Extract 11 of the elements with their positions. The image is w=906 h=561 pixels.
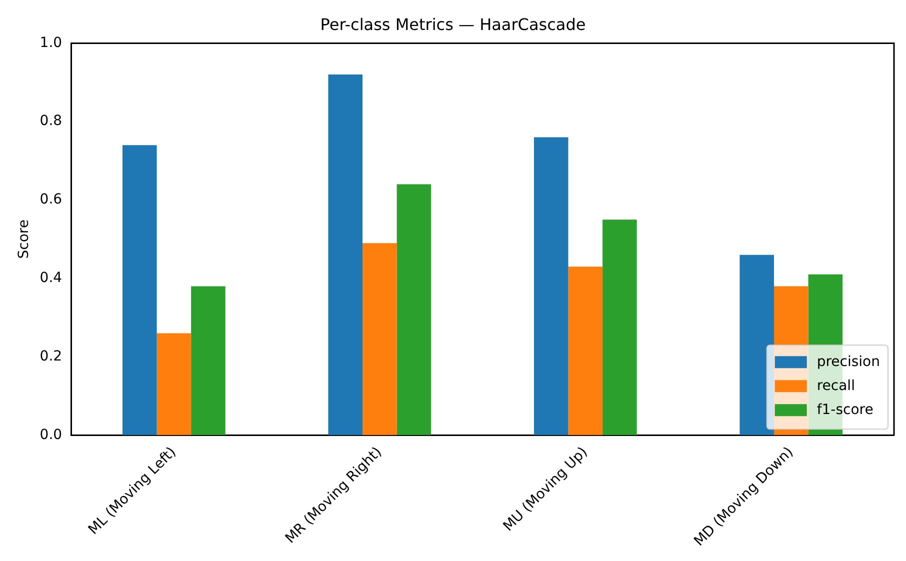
legend-label: f1-score bbox=[816, 402, 874, 418]
y-axis-title: Score bbox=[16, 220, 32, 259]
legend-label: recall bbox=[816, 378, 855, 394]
y-tick-label: 1.0 bbox=[40, 34, 62, 51]
y-tick-label: 0.4 bbox=[40, 270, 62, 286]
chart-title: Per-class Metrics — HaarCascade bbox=[320, 14, 586, 34]
y-tick-label: 0.6 bbox=[40, 192, 62, 208]
legend-label: precision bbox=[816, 354, 880, 370]
y-tick-label: 0.2 bbox=[40, 348, 62, 364]
y-tick-label: 0.8 bbox=[40, 113, 62, 130]
y-tick-label: 0.0 bbox=[40, 426, 62, 443]
